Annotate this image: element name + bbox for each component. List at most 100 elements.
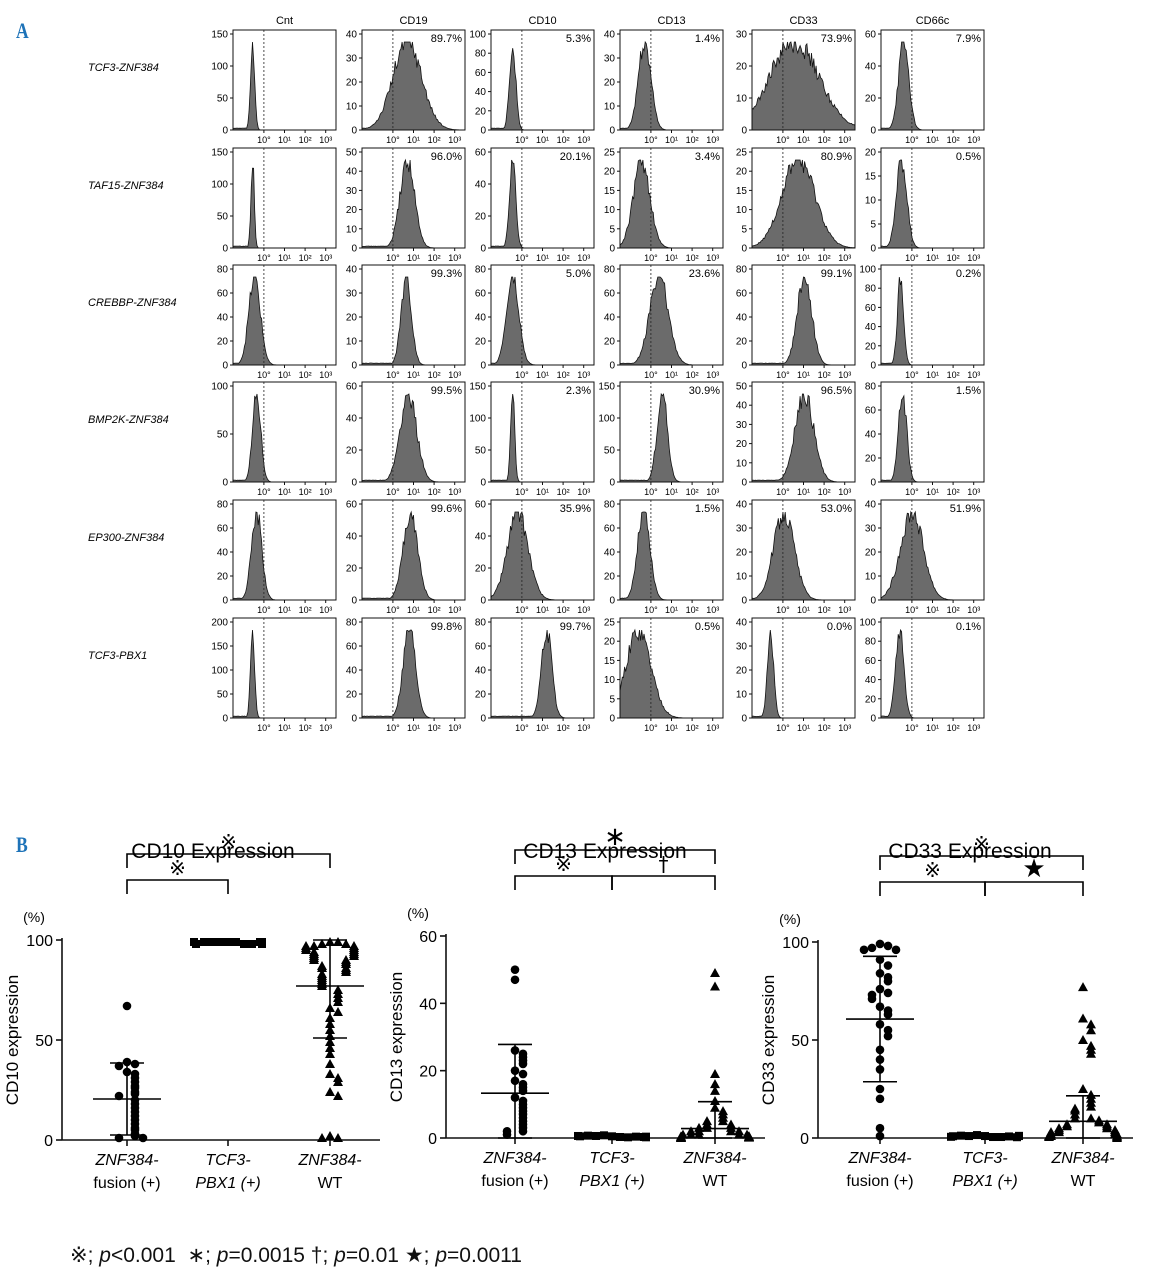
column-header-cd10: CD10 <box>528 15 556 27</box>
data-point <box>114 1061 124 1071</box>
x-tick-label: 10° <box>644 253 658 263</box>
x-tick-label: 10² <box>947 723 960 733</box>
x-tick-label: 10¹ <box>278 135 291 145</box>
x-tick-label: 10³ <box>706 370 719 380</box>
panel-a-label: A <box>16 18 29 43</box>
y-tick-label: 60 <box>865 303 877 314</box>
histogram-area <box>619 511 723 601</box>
x-tick-label: 10³ <box>838 253 851 263</box>
x-tick-label: 10¹ <box>536 135 549 145</box>
y-tick-label: 20 <box>865 454 877 465</box>
x-tick-label: 10² <box>428 253 441 263</box>
category-label-line1: ZNF384- <box>297 1152 361 1169</box>
x-tick-label: 10° <box>776 605 790 615</box>
panel-b-label: B <box>16 832 28 857</box>
x-tick-label: 10¹ <box>665 605 678 615</box>
histogram-area <box>619 159 723 249</box>
data-point <box>710 968 720 978</box>
column-header-cd19: CD19 <box>399 15 427 27</box>
y-tick-label: 150 <box>469 382 486 393</box>
y-tick-label: 20 <box>346 313 358 324</box>
column-header-cd33: CD33 <box>789 15 817 27</box>
histogram-area <box>361 41 465 131</box>
y-tick-label: 15 <box>604 186 616 197</box>
y-tick-label: 150 <box>211 642 228 653</box>
x-tick-label: 10° <box>386 370 400 380</box>
category-label-line2: fusion (+) <box>93 1175 160 1192</box>
column-header-cd13: CD13 <box>657 15 685 27</box>
y-tick-label: 5 <box>609 224 615 235</box>
histogram-ep300-znf384-cd13: 80 60 40 20 0 10° 10¹ 10² 10³ 1.5% <box>604 499 724 615</box>
x-tick-label: 10¹ <box>926 370 939 380</box>
y-axis-label: CD13 expression <box>387 972 406 1102</box>
x-tick-label: 10¹ <box>926 605 939 615</box>
histogram-crebbp-znf384-cd13: 80 60 40 20 0 10° 10¹ 10² 10³ 23.6% <box>604 264 724 380</box>
category-label-line2: WT <box>703 1173 728 1190</box>
y-tick-label: 0 <box>609 596 615 607</box>
data-point <box>325 1043 335 1052</box>
legend-symbol-1: ※ <box>70 1244 88 1267</box>
data-point <box>122 1001 132 1011</box>
data-point <box>702 1122 712 1132</box>
data-point <box>518 1126 528 1136</box>
data-point <box>518 1069 528 1079</box>
y-tick-label: 40 <box>346 167 358 178</box>
gated-percentage: 53.0% <box>821 503 852 515</box>
histogram-bmp2k-znf384-cd10: 150 100 50 0 10° 10¹ 10² 10³ 2.3% <box>469 381 595 497</box>
data-point <box>510 965 520 974</box>
y-unit-label: (%) <box>779 911 801 927</box>
x-tick-label: 10¹ <box>926 723 939 733</box>
y-unit-label: (%) <box>23 909 45 925</box>
histogram-ep300-znf384-cd10: 60 40 20 0 10° 10¹ 10² 10³ 35.9% <box>475 499 595 615</box>
y-tick-label: 80 <box>604 500 616 511</box>
gated-percentage: 89.7% <box>431 33 462 45</box>
y-tick-label: 10 <box>604 675 616 686</box>
y-tick-label: 60 <box>217 524 229 535</box>
x-tick-label: 10³ <box>448 253 461 263</box>
x-tick-label: 10¹ <box>665 135 678 145</box>
significance-symbol: ※ <box>220 830 237 854</box>
y-tick-label: 20 <box>736 62 748 73</box>
y-tick-label: 80 <box>475 618 487 629</box>
x-tick-label: 10° <box>257 605 271 615</box>
x-tick-label: 10² <box>299 487 312 497</box>
histogram-area <box>361 393 465 483</box>
histogram-tcf3-pbx1-cd66c: 100 80 60 40 20 0 10° 10¹ 10² 10³ 0.1% <box>859 617 985 733</box>
y-tick-label: 40 <box>736 618 748 629</box>
x-tick-label: 10³ <box>838 370 851 380</box>
legend-symbol-2: ∗ <box>187 1244 206 1267</box>
x-tick-label: 10³ <box>319 253 332 263</box>
y-tick-label: 150 <box>598 382 615 393</box>
x-tick-label: 10¹ <box>926 487 939 497</box>
histogram-taf15-znf384-cnt: 150 100 50 0 10° 10¹ 10² 10³ <box>211 147 337 263</box>
y-tick-label: 20 <box>736 439 748 450</box>
x-tick-label: 10² <box>428 487 441 497</box>
x-tick-label: 10¹ <box>536 253 549 263</box>
x-tick-label: 10° <box>515 370 529 380</box>
gated-percentage: 35.9% <box>560 503 591 515</box>
histogram-crebbp-znf384-cd10: 80 60 40 20 0 10° 10¹ 10² 10³ 5.0% <box>475 264 595 380</box>
gated-percentage: 7.9% <box>956 33 981 45</box>
y-tick-label: 0 <box>222 361 228 372</box>
histogram-bmp2k-znf384-cd19: 60 40 20 0 10° 10¹ 10² 10³ 99.5% <box>346 381 466 497</box>
y-tick-label: 40 <box>419 996 437 1013</box>
x-tick-label: 10³ <box>967 135 980 145</box>
histogram-ep300-znf384-cnt: 80 60 40 20 0 10° 10¹ 10² 10³ <box>217 499 337 615</box>
histogram-tcf3-znf384-cd10: 100 80 60 40 20 0 10° 10¹ 10² 10³ 5.3% <box>469 29 595 145</box>
data-point <box>1112 1133 1122 1142</box>
x-tick-label: 10¹ <box>407 253 420 263</box>
y-tick-label: 10 <box>865 196 877 207</box>
data-point <box>325 1037 335 1046</box>
flow-histogram-grid: Cnt CD19 CD10 CD13 CD33 CD66cTCF3-ZNF38415010… <box>88 15 985 733</box>
x-tick-label: 10² <box>686 605 699 615</box>
y-tick-label: 0 <box>480 714 486 725</box>
x-tick-label: 10° <box>515 135 529 145</box>
legend-symbol-4: ★ <box>404 1244 424 1267</box>
x-tick-label: 10² <box>299 605 312 615</box>
row-label-ep300-znf384: EP300-ZNF384 <box>88 532 164 544</box>
y-tick-label: 20 <box>736 337 748 348</box>
y-tick-label: 40 <box>604 313 616 324</box>
data-point <box>867 943 877 953</box>
y-tick-label: 10 <box>736 94 748 105</box>
histogram-area <box>619 628 723 719</box>
